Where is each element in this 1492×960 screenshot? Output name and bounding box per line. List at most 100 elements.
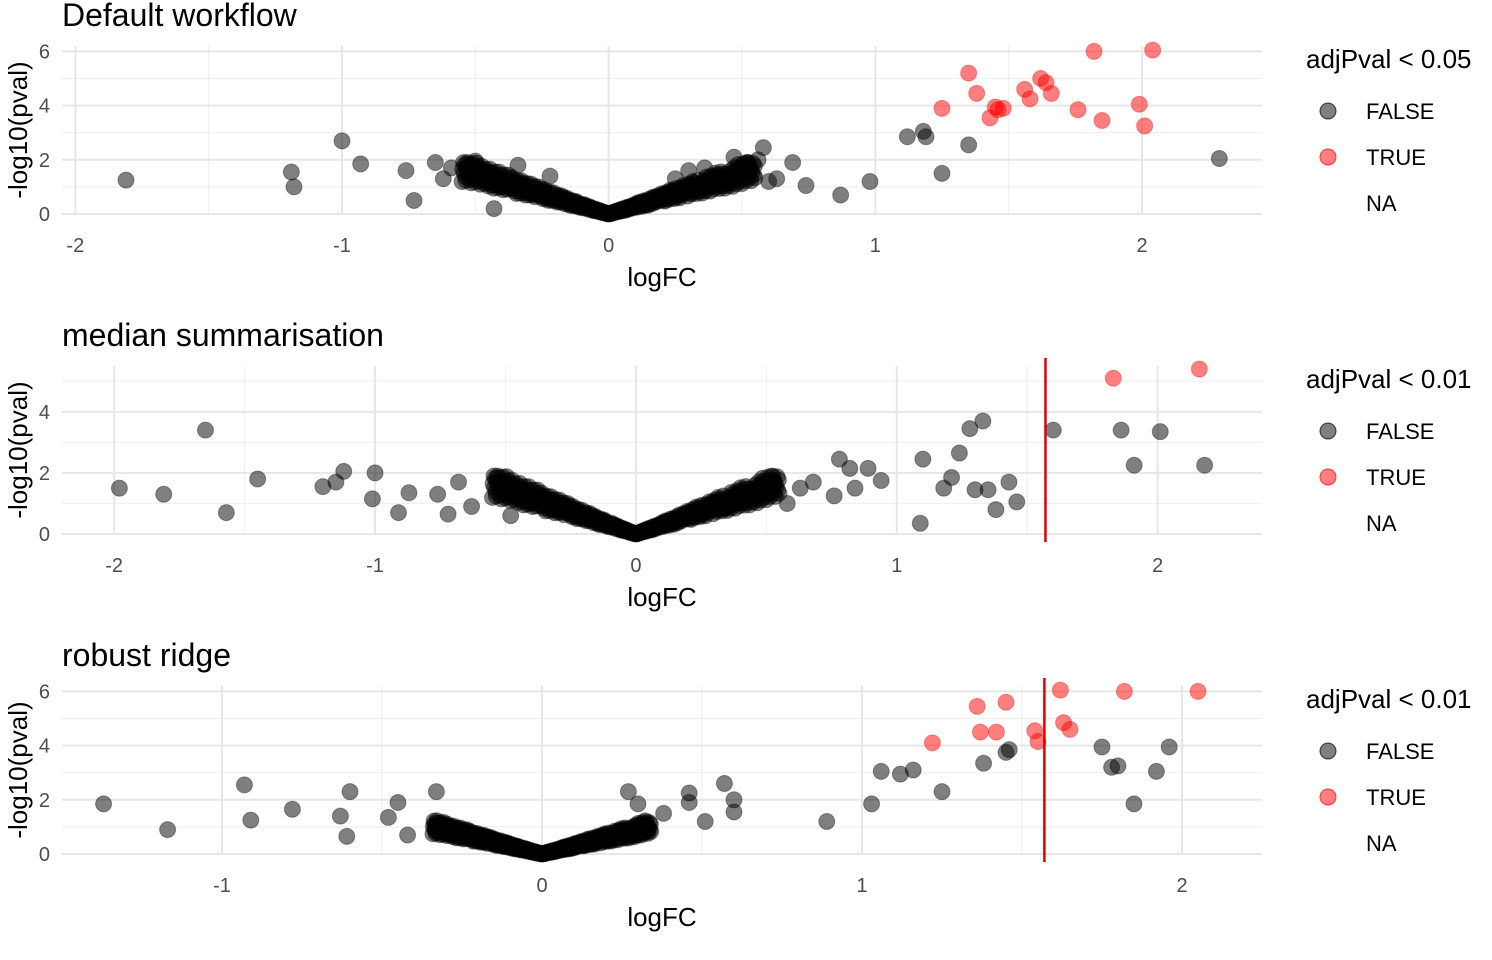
point-false — [283, 800, 301, 818]
point-false — [478, 834, 496, 852]
point-false — [555, 506, 573, 524]
point-false — [765, 473, 783, 491]
point-false — [399, 826, 417, 844]
point-false — [861, 172, 879, 190]
y-tick-label: 4 — [39, 96, 50, 118]
point-false — [523, 491, 541, 509]
point-false — [825, 487, 843, 505]
point-false — [502, 507, 520, 525]
point-true — [1085, 42, 1103, 60]
point-false — [366, 464, 384, 482]
point-false — [680, 794, 698, 812]
legend: adjPval < 0.01 FALSE TRUE NA — [1306, 364, 1472, 536]
panel-robust-ridge: robust ridge -1 0 1 2 0 2 4 6 logFC -log10(pval) ad… — [0, 640, 1492, 960]
legend-label-na: NA — [1366, 831, 1397, 856]
point-false — [638, 192, 656, 210]
point-false — [439, 505, 457, 523]
point-false — [655, 804, 673, 822]
legend-title: adjPval < 0.01 — [1306, 684, 1472, 714]
grid — [62, 366, 1262, 535]
x-tick-label: 2 — [1176, 875, 1187, 897]
point-false — [596, 512, 614, 530]
point-true — [960, 64, 978, 82]
point-false — [571, 502, 589, 520]
point-true — [1144, 41, 1162, 59]
point-false — [611, 201, 629, 219]
x-tick-label: -1 — [366, 555, 384, 577]
point-false — [960, 136, 978, 154]
point-false — [846, 479, 864, 497]
point-false — [987, 501, 1005, 519]
point-false — [1196, 456, 1214, 474]
x-tick-label: 2 — [1136, 235, 1147, 257]
points — [95, 681, 1207, 845]
point-false — [569, 194, 587, 212]
point-false — [331, 807, 349, 825]
point-true — [1051, 681, 1069, 699]
point-false — [696, 812, 714, 830]
x-tick-label: 2 — [1152, 555, 1163, 577]
point-false — [613, 825, 631, 843]
y-tick-label: 0 — [39, 524, 50, 546]
point-false — [975, 754, 993, 772]
y-axis-label: -log10(pval) — [3, 381, 33, 518]
y-tick-label: 2 — [39, 790, 50, 812]
point-false — [1147, 762, 1165, 780]
point-false — [872, 472, 890, 490]
point-true — [1069, 101, 1087, 119]
y-tick-label: 4 — [39, 402, 50, 424]
point-false — [249, 470, 267, 488]
legend: adjPval < 0.05 FALSE TRUE NA — [1306, 44, 1472, 216]
point-false — [545, 493, 563, 511]
point-false — [752, 484, 770, 502]
point-false — [429, 485, 447, 503]
point-false — [552, 193, 570, 211]
point-false — [457, 168, 475, 186]
legend-key-false — [1319, 742, 1337, 760]
point-false — [943, 468, 961, 486]
point-false — [830, 450, 848, 468]
point-false — [911, 514, 929, 532]
legend-label-false: FALSE — [1366, 419, 1434, 444]
point-false — [904, 761, 922, 779]
point-false — [338, 827, 356, 845]
point-false — [526, 188, 544, 206]
point-false — [917, 128, 935, 146]
point-false — [379, 808, 397, 826]
point-false — [1008, 493, 1026, 511]
point-false — [725, 803, 743, 821]
point-false — [666, 170, 684, 188]
point-false — [95, 795, 113, 813]
x-tick-label: 0 — [630, 555, 641, 577]
legend-key-true — [1319, 148, 1337, 166]
point-false — [933, 164, 951, 182]
x-axis-label: logFC — [627, 262, 696, 292]
x-tick-label: 1 — [856, 875, 867, 897]
y-tick-label: 2 — [39, 463, 50, 485]
y-tick-label: 0 — [39, 844, 50, 866]
point-false — [1125, 456, 1143, 474]
point-false — [235, 776, 253, 794]
point-false — [863, 795, 881, 813]
chart-title: robust ridge — [62, 640, 231, 673]
point-true — [1189, 682, 1207, 700]
x-tick-label: 0 — [536, 875, 547, 897]
x-tick-label: 1 — [891, 555, 902, 577]
point-true — [1061, 720, 1079, 738]
point-false — [723, 174, 741, 192]
legend-key-true — [1319, 788, 1337, 806]
legend-label-false: FALSE — [1366, 739, 1434, 764]
point-false — [485, 200, 503, 218]
point-false — [155, 485, 173, 503]
point-true — [1130, 95, 1148, 113]
chart-default-workflow: Default workflow -2 -1 0 1 2 0 2 4 6 logFC -log10(p… — [3, 0, 1472, 292]
point-false — [217, 504, 235, 522]
point-false — [483, 173, 501, 191]
legend-key-false — [1319, 102, 1337, 120]
point-false — [1160, 738, 1178, 756]
grid — [62, 686, 1262, 855]
point-false — [282, 163, 300, 181]
y-tick-label: 4 — [39, 736, 50, 758]
point-false — [196, 421, 214, 439]
point-false — [690, 181, 708, 199]
